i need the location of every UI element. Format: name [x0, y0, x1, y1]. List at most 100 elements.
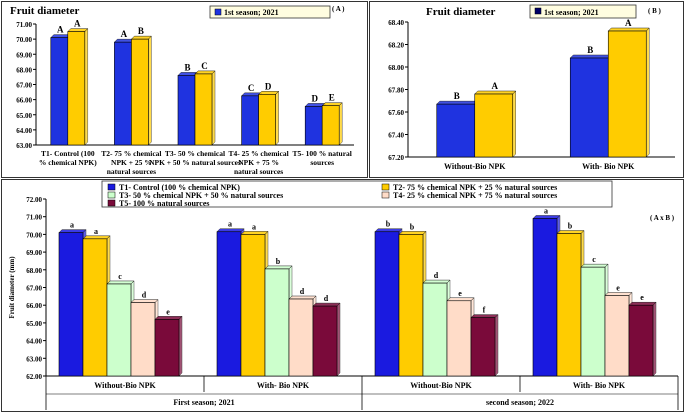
- chart-axb-bar: [446, 300, 472, 377]
- chart-axb-bar: [216, 231, 242, 377]
- chart-a-bar: [131, 38, 149, 146]
- chart-b-bar-top: [569, 54, 612, 59]
- chart-axb-bar: [154, 319, 180, 377]
- chart-a-bar-side: [148, 35, 152, 146]
- chart-axb-y-tick-label: 72.00: [26, 196, 42, 204]
- chart-a-y-tick-label: 68.00: [16, 66, 32, 74]
- chart-axb-y-tick-label: 70.00: [26, 231, 42, 239]
- chart-a-bar-letter: A: [121, 29, 128, 39]
- chart-a-y-tick-label: 66.00: [16, 97, 32, 105]
- chart-a-bar-top: [67, 28, 89, 32]
- chart-a-legend-swatch: [214, 8, 222, 16]
- chart-axb-bar: [422, 282, 448, 377]
- chart-a-y-tick-label: 70.00: [16, 36, 32, 44]
- chart-axb-bar-letter: e: [166, 307, 170, 316]
- chart-axb-legend-swatch: [107, 191, 116, 199]
- chart-axb-season-label: second season; 2022: [486, 398, 554, 407]
- chart-a-bar-letter: C: [248, 83, 255, 93]
- chart-a-bar-letter: E: [329, 93, 335, 103]
- chart-a-bar-letter: D: [265, 81, 272, 91]
- chart-axb-bar: [470, 317, 496, 377]
- chart-axb-bar-letter: d: [324, 294, 329, 303]
- chart-a-bar-letter: A: [57, 25, 64, 35]
- chart-a-bar: [67, 31, 86, 146]
- chart-a-bar: [321, 105, 340, 146]
- chart-axb-bar-letter: b: [410, 222, 415, 231]
- chart-a-y-tick-label: 63.00: [16, 142, 32, 150]
- chart-a-legend-box: [209, 5, 331, 19]
- chart-axb-bar: [580, 266, 606, 377]
- chart-axb-bar-letter: c: [592, 255, 596, 264]
- chart-b-category-label: With- Bio NPK: [582, 162, 635, 171]
- chart-axb-bar-side: [652, 301, 657, 377]
- chart-axb-bar: [374, 231, 400, 377]
- chart-a-bar-top: [257, 91, 280, 95]
- chart-axb-group-label: Without-Bio NPK: [94, 381, 156, 390]
- chart-axb-group-label: With- Bio NPK: [257, 381, 310, 390]
- chart-axb-bar-letter: c: [118, 272, 122, 281]
- chart-a-bar-letter: D: [311, 93, 318, 103]
- chart-b-y-tick-label: 68.20: [388, 42, 404, 50]
- chart-axb-y-tick-label: 64.00: [26, 338, 42, 346]
- chart-axb-bar-top: [106, 280, 135, 285]
- chart-a-bar-letter: C: [201, 61, 208, 71]
- chart-a-bar-side: [211, 70, 216, 146]
- chart-a-bar: [50, 37, 69, 146]
- chart-b-y-tick-label: 67.40: [388, 132, 404, 140]
- chart-axb-bar-letter: a: [252, 222, 256, 231]
- chart-a-category-label: T2- 75 % chemical: [101, 149, 161, 158]
- chart-axb-bar-letter: d: [142, 291, 147, 300]
- chart-b-bar-letter: B: [587, 45, 593, 55]
- chart-a-category-label: natural sources: [234, 167, 283, 176]
- chart-axb-bar-letter: f: [483, 306, 486, 315]
- chart-a-category-label: NPK + 25 %: [111, 158, 152, 167]
- chart-axb-bar-top: [374, 228, 403, 232]
- chart-axb-bar-letter: b: [276, 257, 281, 266]
- chart-a-y-tick-label: 69.00: [16, 51, 32, 59]
- chart-a-category-label: NPK + 75 %: [238, 158, 279, 167]
- chart-axb-legend-label: T1- Control (100 % chemical NPK): [119, 183, 240, 192]
- chart-axb-bar: [532, 218, 558, 377]
- panel-axb-interaction-chart: T1- Control (100 % chemical NPK) T2- 75 %…: [1, 179, 684, 412]
- chart-a-bar-top: [321, 102, 343, 106]
- chart-axb-bar-top: [604, 292, 633, 296]
- chart-axb-bar-letter: a: [94, 227, 98, 236]
- chart-a-y-tick-label: 64.00: [16, 127, 32, 135]
- chart-b-title: Fruit diameter: [426, 6, 495, 18]
- chart-a-category-label: natural sources: [107, 167, 156, 176]
- chart-axb-bar-letter: d: [300, 287, 305, 296]
- chart-b-y-tick-label: 67.80: [388, 87, 404, 95]
- chart-b-legend-swatch: [534, 7, 542, 15]
- chart-axb-bar-side: [178, 315, 183, 377]
- chart-axb-panel-label: ( A x B ): [650, 214, 675, 222]
- panel-b-fruit-diameter-chart: Fruit diameter 1st season; 2021 ( B ) 67.20…: [369, 1, 684, 178]
- chart-b-bar: [607, 30, 647, 158]
- chart-axb-bar-top: [240, 231, 269, 235]
- chart-axb-bar-top: [130, 299, 159, 303]
- chart-a-bar: [241, 95, 259, 146]
- chart-axb-y-tick-label: 65.00: [26, 320, 42, 328]
- chart-axb-bar-top: [470, 314, 499, 318]
- chart-axb-y-axis-label: Fruit diameter (mm): [8, 256, 16, 319]
- chart-axb-bar-letter: b: [568, 222, 573, 231]
- chart-a-category-label: T1- Control (100: [41, 149, 95, 158]
- chart-axb-legend-label: T2- 75 % chemical NPK + 25 % natural sou…: [393, 183, 557, 192]
- chart-axb-bar: [82, 238, 108, 377]
- chart-a-y-tick-label: 65.00: [16, 112, 32, 120]
- chart-a-bar-side: [338, 102, 343, 146]
- chart-b-y-tick-label: 68.40: [388, 19, 404, 27]
- chart-b-y-tick-label: 67.60: [388, 109, 404, 117]
- chart-axb-legend-swatch: [381, 183, 390, 191]
- chart-axb-y-tick-label: 71.00: [26, 214, 42, 222]
- chart-axb-bar: [130, 302, 156, 377]
- chart-a-bar: [258, 94, 276, 146]
- chart-a-bar-letter: A: [74, 19, 81, 29]
- chart-axb-y-tick-label: 69.00: [26, 249, 42, 257]
- chart-a-bar-letter: B: [184, 62, 190, 72]
- chart-a-panel-label: ( A ): [332, 5, 345, 13]
- chart-axb-bar-top: [398, 231, 427, 235]
- chart-axb-legend-label: T3- 50 % chemical NPK + 50 % natural sou…: [119, 191, 283, 200]
- chart-axb-bar-top: [556, 230, 585, 234]
- chart-axb-bar: [264, 268, 290, 377]
- chart-axb-bar-top: [154, 316, 183, 320]
